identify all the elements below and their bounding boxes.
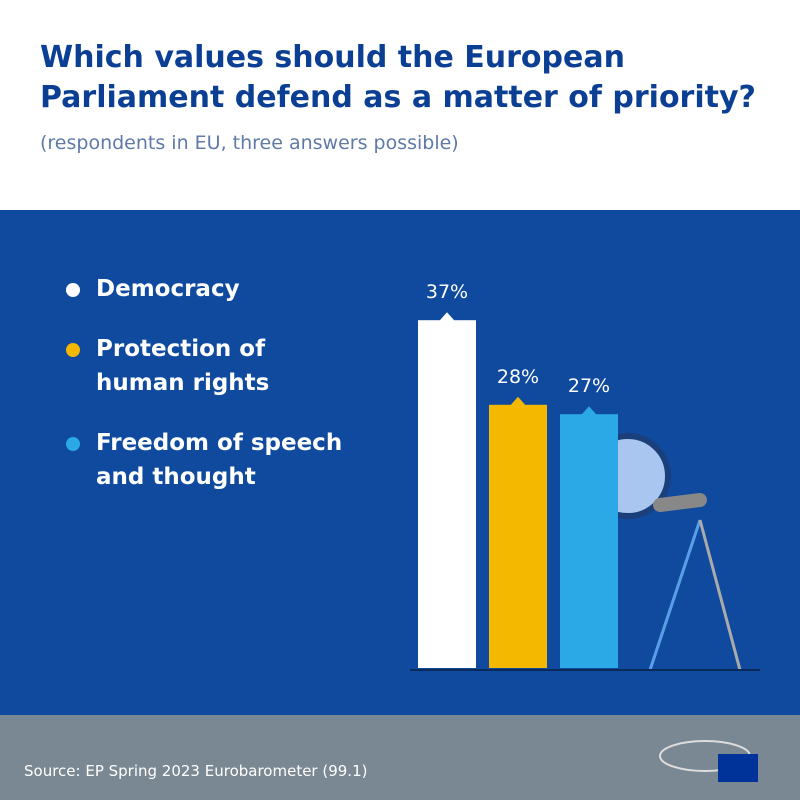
bar bbox=[418, 320, 476, 668]
legend-label: Freedom of speech and thought bbox=[96, 430, 343, 490]
bar bbox=[560, 414, 618, 668]
legend-item: Freedom of speech and thought bbox=[62, 426, 356, 494]
bar bbox=[489, 404, 547, 668]
legend-marker bbox=[66, 437, 80, 451]
bar-notch bbox=[581, 406, 597, 416]
legend-item: Protection of human rights bbox=[62, 332, 276, 400]
footer bbox=[0, 715, 800, 800]
chart-subtitle: (respondents in EU, three answers possib… bbox=[40, 132, 459, 154]
legend-label: Democracy bbox=[96, 276, 240, 302]
value-label: 27% bbox=[568, 375, 610, 397]
value-label: 28% bbox=[497, 366, 539, 388]
legend-marker bbox=[66, 283, 80, 297]
legend-label: Protection of human rights bbox=[96, 336, 270, 396]
legend: Democracy Protection of human rights Freed… bbox=[62, 272, 356, 520]
bar-notch bbox=[439, 312, 455, 322]
legend-item: Democracy bbox=[62, 272, 356, 306]
legend-marker bbox=[66, 343, 80, 357]
source-note: Source: EP Spring 2023 Eurobarometer (99… bbox=[24, 762, 368, 780]
chart-title: Which values should the European Parliam… bbox=[40, 40, 756, 115]
bar-notch bbox=[510, 396, 526, 406]
value-label: 37% bbox=[426, 281, 468, 303]
